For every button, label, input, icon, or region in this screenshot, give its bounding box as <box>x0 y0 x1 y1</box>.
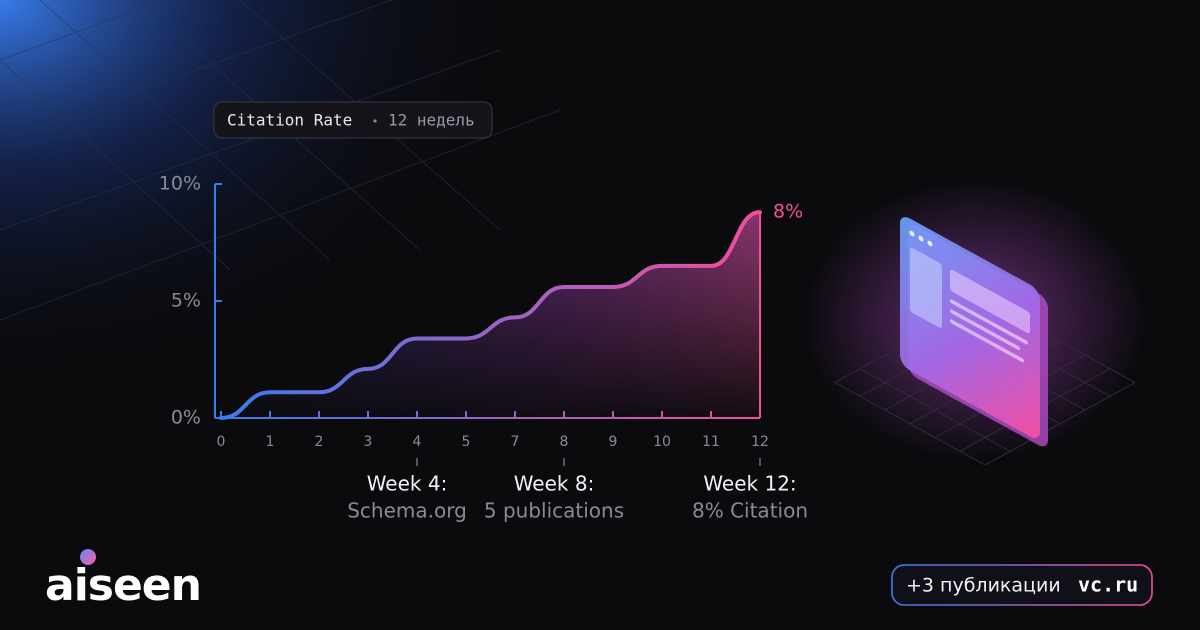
x-tick-label: 8 <box>560 434 569 450</box>
badge-text: +3 публикации <box>906 575 1061 597</box>
x-tick-label: 2 <box>315 434 324 450</box>
area <box>221 212 760 418</box>
x-tick-label: 10 <box>653 434 671 450</box>
x-tick-label: 9 <box>609 434 618 450</box>
x-tick-label: 11 <box>702 434 720 450</box>
chart-title: Citation Rate <box>227 111 352 130</box>
x-tick-label: 0 <box>217 434 226 450</box>
footer-badge[interactable] <box>891 564 1153 606</box>
annotation-title: Week 4: <box>367 472 448 496</box>
plot: 0%5%10%0 1 2 3 4 5 7 8 9 10 11 128%Week 4:Schema.or… <box>159 173 808 523</box>
annotation-text: 8% Citation <box>692 499 808 523</box>
end-label: 8% <box>773 201 803 223</box>
y-tick-label: 10% <box>159 173 201 195</box>
annotation-title: Week 12: <box>703 472 796 496</box>
x-tick-label: 12 <box>751 434 769 450</box>
separator-dot <box>373 119 377 123</box>
annotation-text: 5 publications <box>484 499 624 523</box>
line <box>219 210 762 420</box>
x-tick-label: 3 <box>364 434 373 450</box>
y-tick-label: 0% <box>171 407 201 429</box>
x-tick-label: 7 <box>511 434 520 450</box>
x-tick-label: 5 <box>462 434 471 450</box>
background-grid <box>0 0 561 321</box>
logo-dot <box>80 549 96 565</box>
y-tick-label: 5% <box>171 290 201 312</box>
annotation-text: Schema.org <box>347 499 467 523</box>
illustration <box>805 180 1145 466</box>
x-tick-label: 4 <box>413 434 422 450</box>
badge-site: vc.ru <box>1078 573 1138 597</box>
x-tick-label: 1 <box>266 434 275 450</box>
annotation-title: Week 8: <box>514 472 595 496</box>
logo: aiseen <box>45 560 201 611</box>
chart-badge <box>213 101 493 139</box>
chart-subtitle: 12 недель <box>388 111 475 130</box>
